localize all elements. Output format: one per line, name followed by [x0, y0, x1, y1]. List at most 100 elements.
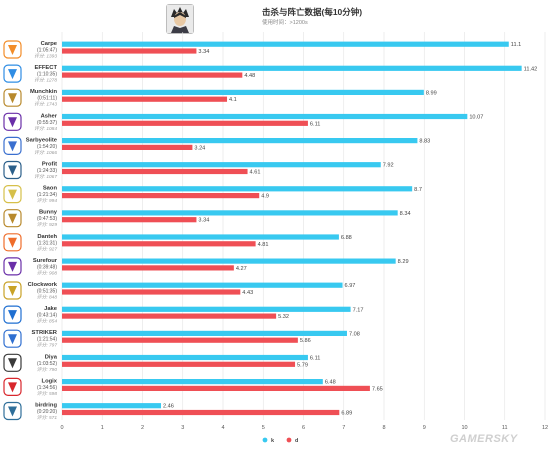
data-label-d: 4.61	[250, 170, 261, 176]
player-name: Surefour	[33, 258, 58, 264]
data-label-k: 7.92	[383, 163, 394, 169]
bar-k	[62, 306, 351, 312]
legend-label-k: k	[271, 438, 275, 444]
player-name: Danteh	[37, 234, 57, 240]
player-score: 评分: 571	[37, 415, 58, 421]
player-name: birdring	[35, 403, 57, 409]
data-label-d: 6.89	[341, 411, 352, 417]
player-time: (0:51:35)	[37, 289, 57, 295]
player-score: 评分: 848	[37, 295, 58, 301]
player-score: 评分: 797	[37, 343, 58, 349]
chart-title: 击杀与阵亡数据(每10分钟)	[262, 7, 363, 17]
bar-d	[62, 193, 260, 199]
player-time: (1:24:33)	[37, 168, 57, 174]
bar-k	[62, 113, 468, 120]
data-label-k: 6.48	[325, 380, 336, 386]
bar-k	[62, 186, 413, 192]
bar-k	[62, 210, 398, 216]
player-score: 评分: 598	[37, 391, 58, 397]
player-score: 评分: 1278	[34, 78, 57, 84]
player-name: Jake	[44, 306, 58, 312]
data-label-d: 6.11	[310, 121, 320, 127]
player-score: 评分: 854	[37, 319, 58, 325]
data-label-d: 4.9	[261, 194, 269, 200]
data-label-d: 4.81	[258, 242, 269, 248]
x-tick-label: 10	[461, 425, 467, 431]
team-logo-mark-icon	[8, 334, 17, 345]
player-score: 评分: 1743	[34, 102, 57, 108]
data-label-k: 11.42	[524, 66, 538, 72]
player-name: Munchkin	[30, 89, 58, 95]
bar-k	[62, 330, 347, 336]
data-label-k: 11.1	[511, 42, 521, 48]
player-score: 评分: 1067	[34, 174, 57, 180]
data-label-k: 10.07	[469, 115, 483, 121]
x-tick-label: 12	[542, 425, 548, 431]
data-label-k: 8.29	[398, 259, 409, 265]
player-time: (1:05:47)	[37, 48, 57, 54]
bar-k	[62, 258, 396, 264]
team-logo-mark-icon	[8, 141, 17, 152]
player-score: 评分: 1084	[34, 126, 57, 132]
bar-k	[62, 41, 509, 47]
bar-k	[62, 162, 381, 168]
player-name: STRIKER	[32, 330, 58, 336]
team-logo-mark-icon	[8, 310, 17, 321]
player-score: 评分: 1393	[34, 54, 57, 60]
player-time: (1:54:20)	[37, 144, 57, 150]
x-tick-label: 2	[141, 425, 144, 431]
x-tick-label: 7	[342, 425, 345, 431]
data-label-d: 5.32	[278, 314, 289, 320]
bar-d	[62, 313, 277, 319]
team-logo-mark-icon	[8, 406, 17, 417]
data-label-d: 3.34	[198, 218, 209, 224]
x-tick-label: 3	[181, 425, 184, 431]
data-label-k: 6.88	[341, 235, 352, 241]
player-time: (1:34:56)	[37, 385, 57, 391]
bar-k	[62, 282, 343, 288]
data-label-k: 2.46	[163, 404, 174, 410]
team-logo-mark-icon	[8, 382, 17, 393]
player-name: EFFECT	[34, 65, 57, 71]
legend-marker-k	[262, 437, 268, 443]
team-logo-mark-icon	[8, 261, 17, 272]
team-logo-mark-icon	[8, 286, 17, 296]
bar-d	[62, 120, 308, 126]
data-label-k: 7.08	[349, 331, 360, 337]
bar-d	[62, 289, 241, 295]
player-time: (0:55:37)	[37, 120, 57, 126]
data-label-d: 3.24	[194, 145, 205, 151]
bar-k	[62, 138, 418, 144]
player-name: Diya	[45, 354, 58, 360]
player-score: 评分: 927	[37, 246, 58, 252]
x-tick-label: 5	[262, 425, 265, 431]
data-label-d: 3.34	[198, 49, 209, 55]
legend-label-d: d	[295, 438, 298, 444]
team-logo-mark-icon	[8, 358, 17, 369]
bar-k	[62, 234, 339, 240]
player-score: 评分: 994	[37, 198, 58, 204]
bar-k	[62, 354, 308, 361]
bar-d	[62, 168, 248, 175]
x-tick-label: 6	[302, 425, 305, 431]
player-name: Saon	[43, 186, 58, 192]
player-name: Sarbyeolite	[26, 137, 58, 143]
bar-d	[62, 48, 197, 54]
data-label-d: 4.48	[244, 73, 255, 79]
x-tick-label: 9	[423, 425, 426, 431]
player-time: (0:39:48)	[37, 264, 57, 270]
player-name: Bunny	[39, 210, 58, 216]
player-name: Asher	[41, 113, 58, 119]
player-score: 评分: 908	[37, 270, 58, 276]
bar-d	[62, 241, 256, 247]
data-label-k: 6.97	[345, 283, 356, 289]
bar-d	[62, 96, 228, 102]
bar-d	[62, 337, 298, 343]
chart-subtitle: 使用时间：>1200s	[262, 20, 308, 26]
player-score: 评分: 929	[37, 222, 58, 228]
team-logo-mark-icon	[8, 69, 17, 80]
team-logo-mark-icon	[8, 213, 17, 224]
player-time: (1:03:52)	[37, 361, 57, 367]
team-logo-mark-icon	[8, 45, 17, 55]
